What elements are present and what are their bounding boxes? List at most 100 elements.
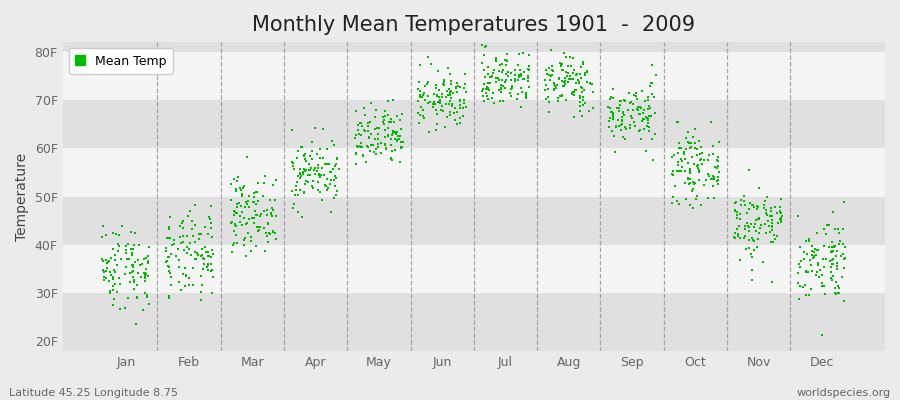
Point bbox=[734, 197, 748, 204]
Point bbox=[261, 220, 275, 226]
Point bbox=[386, 128, 400, 134]
Point bbox=[256, 225, 271, 231]
Point bbox=[675, 158, 689, 164]
Point bbox=[514, 71, 528, 78]
Point bbox=[670, 168, 684, 174]
Point bbox=[298, 181, 312, 187]
Point bbox=[682, 176, 697, 182]
Point bbox=[767, 232, 781, 238]
Point bbox=[313, 172, 328, 178]
Point bbox=[542, 72, 556, 78]
Point bbox=[548, 83, 562, 90]
Point bbox=[308, 170, 322, 177]
Point bbox=[200, 264, 214, 270]
Point bbox=[555, 78, 570, 84]
Point bbox=[137, 270, 151, 276]
Point bbox=[356, 153, 370, 159]
Point bbox=[104, 272, 119, 278]
Point bbox=[429, 127, 444, 134]
Point bbox=[640, 114, 654, 121]
Point bbox=[180, 233, 194, 240]
Point bbox=[368, 145, 382, 152]
Point bbox=[228, 222, 242, 228]
Point bbox=[826, 256, 841, 262]
Point bbox=[793, 282, 807, 289]
Point bbox=[182, 275, 196, 281]
Point bbox=[260, 211, 274, 218]
Point bbox=[622, 90, 636, 96]
Point bbox=[567, 92, 581, 98]
Point bbox=[644, 91, 659, 97]
Point bbox=[637, 97, 652, 104]
Point bbox=[349, 150, 364, 156]
Point bbox=[384, 116, 399, 122]
Point bbox=[176, 238, 190, 245]
Point bbox=[176, 233, 190, 240]
Point bbox=[504, 76, 518, 83]
Point bbox=[685, 188, 699, 194]
Point bbox=[792, 296, 806, 302]
Point bbox=[433, 97, 447, 104]
Point bbox=[642, 112, 656, 119]
Point bbox=[680, 160, 695, 166]
Point bbox=[823, 258, 837, 264]
Point bbox=[455, 104, 470, 111]
Point bbox=[100, 260, 114, 266]
Point bbox=[573, 84, 588, 90]
Point bbox=[683, 168, 698, 174]
Point bbox=[758, 198, 772, 204]
Point bbox=[825, 247, 840, 254]
Point bbox=[479, 90, 493, 96]
Point bbox=[567, 89, 581, 95]
Point bbox=[706, 175, 720, 182]
Point bbox=[369, 125, 383, 132]
Point bbox=[358, 112, 373, 118]
Point bbox=[814, 283, 829, 290]
Point bbox=[544, 73, 558, 80]
Point bbox=[158, 245, 173, 251]
Point bbox=[693, 156, 707, 163]
Point bbox=[367, 126, 382, 132]
Point bbox=[299, 166, 313, 173]
Point bbox=[678, 156, 692, 162]
Point bbox=[816, 283, 831, 290]
Point bbox=[187, 202, 202, 208]
Point bbox=[791, 213, 806, 220]
Point bbox=[227, 212, 241, 218]
Point bbox=[745, 235, 760, 242]
Point bbox=[426, 104, 440, 110]
Point bbox=[768, 203, 782, 210]
Point bbox=[498, 78, 512, 85]
Point bbox=[450, 89, 464, 96]
Point bbox=[192, 231, 206, 238]
Point bbox=[371, 130, 385, 137]
Point bbox=[228, 209, 242, 215]
Point bbox=[443, 71, 457, 78]
Point bbox=[248, 201, 263, 208]
Point bbox=[429, 85, 444, 92]
Point bbox=[112, 243, 126, 250]
Point bbox=[643, 82, 657, 89]
Point bbox=[706, 143, 721, 149]
Point bbox=[508, 78, 522, 84]
Point bbox=[450, 80, 464, 86]
Point bbox=[361, 144, 375, 150]
Point bbox=[765, 220, 779, 226]
Point bbox=[292, 169, 307, 176]
Point bbox=[180, 213, 194, 220]
Point bbox=[445, 101, 459, 108]
Point bbox=[824, 264, 838, 271]
Point bbox=[436, 81, 450, 87]
Point bbox=[223, 197, 238, 204]
Point bbox=[126, 279, 140, 286]
Point bbox=[679, 196, 693, 202]
Point bbox=[824, 249, 839, 255]
Point bbox=[285, 126, 300, 133]
Point bbox=[192, 252, 206, 259]
Point bbox=[520, 66, 535, 72]
Point bbox=[248, 208, 262, 215]
Point bbox=[246, 198, 260, 205]
Point bbox=[685, 178, 699, 185]
Point bbox=[572, 108, 587, 114]
Point bbox=[759, 210, 773, 216]
